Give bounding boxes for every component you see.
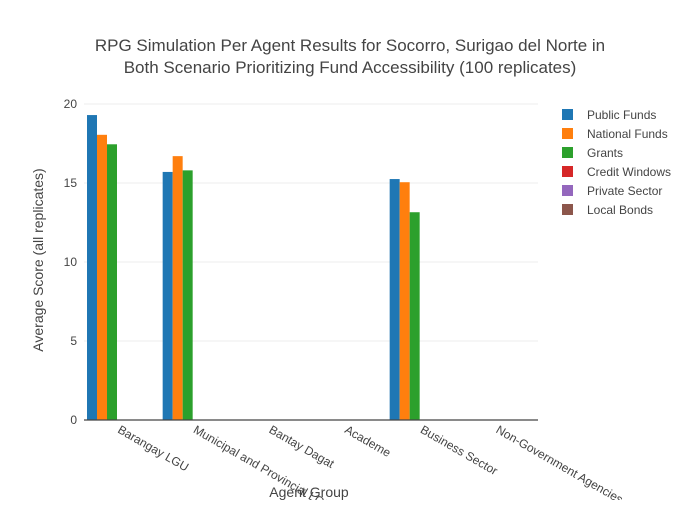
y-tick-label: 5: [70, 334, 77, 348]
bar[interactable]: [182, 170, 193, 420]
legend-swatch: [562, 166, 573, 177]
bar[interactable]: [97, 134, 107, 420]
bar[interactable]: [87, 115, 97, 420]
legend-label: Public Funds: [587, 108, 656, 122]
y-tick-label: 10: [64, 255, 78, 269]
y-tick-label: 0: [70, 413, 77, 427]
gridlines: [84, 103, 538, 342]
x-tick-label: Barangay LGU: [115, 422, 191, 474]
legend[interactable]: Public Funds National Funds Grants Credit W…: [562, 108, 671, 217]
chart-title-line-2: Both Scenario Prioritizing Fund Accessib…: [124, 58, 577, 77]
x-tick-label: Business Sector: [418, 422, 500, 477]
bar[interactable]: [162, 171, 173, 420]
legend-item[interactable]: Credit Windows: [562, 165, 671, 179]
legend-swatch: [562, 185, 573, 196]
legend-swatch: [562, 147, 573, 158]
x-tick-label: Non-Government Agencies: [494, 422, 626, 500]
legend-label: Private Sector: [587, 184, 662, 198]
legend-item[interactable]: Public Funds: [562, 108, 656, 122]
x-tick-label: Academe: [342, 422, 393, 460]
legend-swatch: [562, 128, 573, 139]
bars: [87, 115, 420, 421]
legend-label: Credit Windows: [587, 165, 671, 179]
legend-label: National Funds: [587, 127, 668, 141]
bar[interactable]: [409, 212, 420, 420]
legend-swatch: [562, 109, 573, 120]
y-tick-label: 15: [64, 176, 78, 190]
y-tick-labels: 0 5 10 15 20: [64, 97, 78, 427]
chart-title-line-1: RPG Simulation Per Agent Results for Soc…: [95, 36, 605, 55]
x-tick-labels: Barangay LGU Municipal and Provincial LGU…: [115, 422, 626, 505]
legend-swatch: [562, 204, 573, 215]
legend-label: Local Bonds: [587, 203, 653, 217]
legend-item[interactable]: Local Bonds: [562, 203, 653, 217]
bar[interactable]: [389, 179, 400, 420]
legend-item[interactable]: Private Sector: [562, 184, 662, 198]
legend-label: Grants: [587, 146, 623, 160]
bar[interactable]: [399, 182, 410, 420]
bar[interactable]: [172, 156, 183, 420]
y-axis-label: Average Score (all replicates): [30, 168, 46, 351]
legend-item[interactable]: National Funds: [562, 127, 668, 141]
legend-item[interactable]: Grants: [562, 146, 623, 160]
x-tick-label: Bantay Dagat: [267, 422, 338, 471]
bar[interactable]: [107, 144, 117, 421]
y-tick-label: 20: [64, 97, 78, 111]
x-axis-label: Agent Group: [269, 484, 349, 500]
